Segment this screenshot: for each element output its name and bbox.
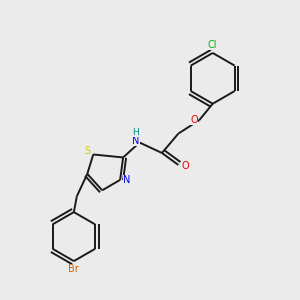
Text: N: N: [123, 175, 130, 185]
Text: O: O: [190, 115, 198, 125]
Text: O: O: [181, 161, 189, 171]
Text: Cl: Cl: [208, 40, 218, 50]
Text: Br: Br: [68, 264, 79, 274]
Text: N: N: [132, 136, 140, 146]
Text: H: H: [133, 128, 139, 136]
Text: S: S: [84, 146, 90, 157]
